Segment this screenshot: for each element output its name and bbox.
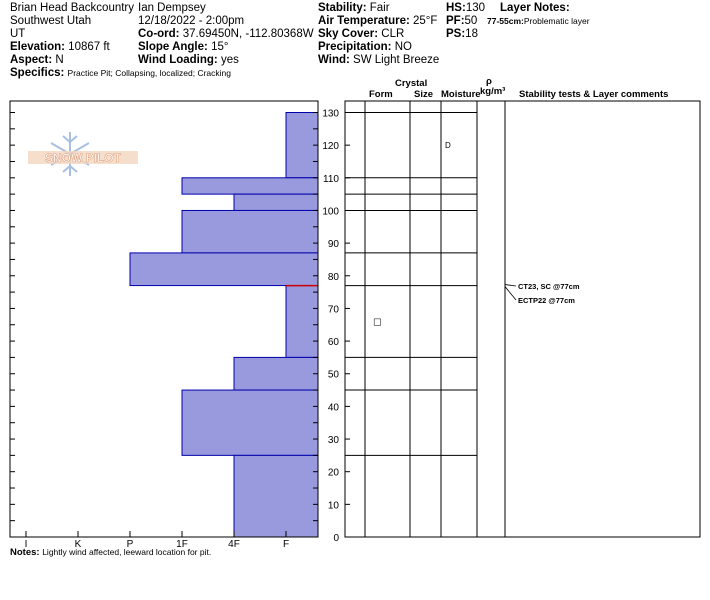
moisture-value: D [445,141,451,150]
wind: Wind: SW Light Breeze [318,54,440,66]
col-crystal: Crystal [395,78,428,89]
hardness-bar [129,252,319,287]
depth-tick-label: 100 [322,206,339,217]
notes: Notes: Lightly wind affected, leeward lo… [10,547,212,558]
layer-table: D □ CT23, SC @77cm ECTP22 @77cm [344,100,701,538]
depth-axis: 0 10 20 30 40 50 60 70 80 90 100 110 120 130 [322,101,350,544]
coordinates: Co-ord: 37.69450N, -112.80368W [138,28,314,40]
specifics: Specifics: Practice Pit; Collapsing, loc… [10,67,231,79]
elevation: Elevation: 10867 ft [10,41,110,53]
hardness-bar [181,389,319,456]
col-density: kg/m³ [480,86,506,97]
sky-cover: Sky Cover: CLR [318,28,405,40]
hardness-tick-label: P [127,539,134,550]
datetime: 12/18/2022 - 2:00pm [138,15,245,27]
stability-test-label: ECTP22 @77cm [518,296,575,305]
hardness-plot-frame [9,100,319,538]
slope-angle: Slope Angle: 15° [138,41,229,53]
depth-tick-label: 70 [328,304,340,315]
grain-symbol: □ [373,317,382,327]
hardness-bar [233,193,319,211]
depth-tick-label: 60 [328,337,340,348]
svg-text:SNOW PILOT: SNOW PILOT [45,151,122,165]
hardness-bar [233,454,319,538]
stability-test-pointer [504,284,517,287]
hardness-bar [285,285,319,358]
depth-tick-label: 10 [328,500,340,511]
hardness-tick-label: F [283,539,289,550]
hs: HS:130 [446,2,485,14]
state: UT [10,28,26,40]
depth-tick-label: 80 [328,272,340,283]
aspect: Aspect: N [10,54,64,66]
depth-tick-label: 110 [323,174,339,185]
hardness-depth-ticks [10,112,318,538]
depth-tick-label: 20 [328,468,340,479]
layer-notes-label: Layer Notes: [500,2,570,14]
depth-tick-label: 90 [328,239,340,250]
precipitation: Precipitation: NO [318,41,412,53]
air-temperature: Air Temperature: 25°F [318,15,438,27]
stability-test-pointer [504,286,517,301]
region: Southwest Utah [10,15,92,27]
stability-test-label: CT23, SC @77cm [518,282,580,291]
col-size: Size [414,89,434,100]
pf: PF:50 [446,15,478,27]
hardness-tick-label: 4F [228,539,240,550]
col-moisture: Moisture [441,89,481,100]
hardness-bar [233,356,319,391]
depth-tick-label: 40 [328,402,340,413]
col-stability: Stability tests & Layer comments [519,89,669,100]
hardness-bars [129,112,319,538]
table-frame [344,100,701,538]
col-form: Form [369,89,393,100]
depth-tick-label: 120 [322,141,339,152]
ps: PS:18 [446,28,478,40]
col-rho: ρ [486,76,492,87]
hardness-tick-label: 1F [176,539,188,550]
depth-tick-label: 30 [328,435,340,446]
observer: Ian Dempsey [138,2,206,14]
location: Brian Head Backcountry [10,2,135,14]
depth-tick-label: 0 [333,533,339,544]
wind-loading: Wind Loading: yes [138,54,239,66]
layer-note: 77-55cm:Problematic layer [487,16,590,26]
hardness-bar [181,209,319,254]
hardness-tick-label: K [75,539,82,550]
hardness-bar [181,177,319,195]
hardness-bar [285,112,319,179]
depth-tick-label: 130 [322,109,339,120]
hardness-axis: I K P 1F 4F F [25,531,289,550]
stability: Stability: Fair [318,2,390,14]
snow-pilot-logo: SNOW PILOT [28,132,138,176]
depth-tick-label: 50 [328,370,340,381]
hardness-tick-label: I [25,539,28,550]
